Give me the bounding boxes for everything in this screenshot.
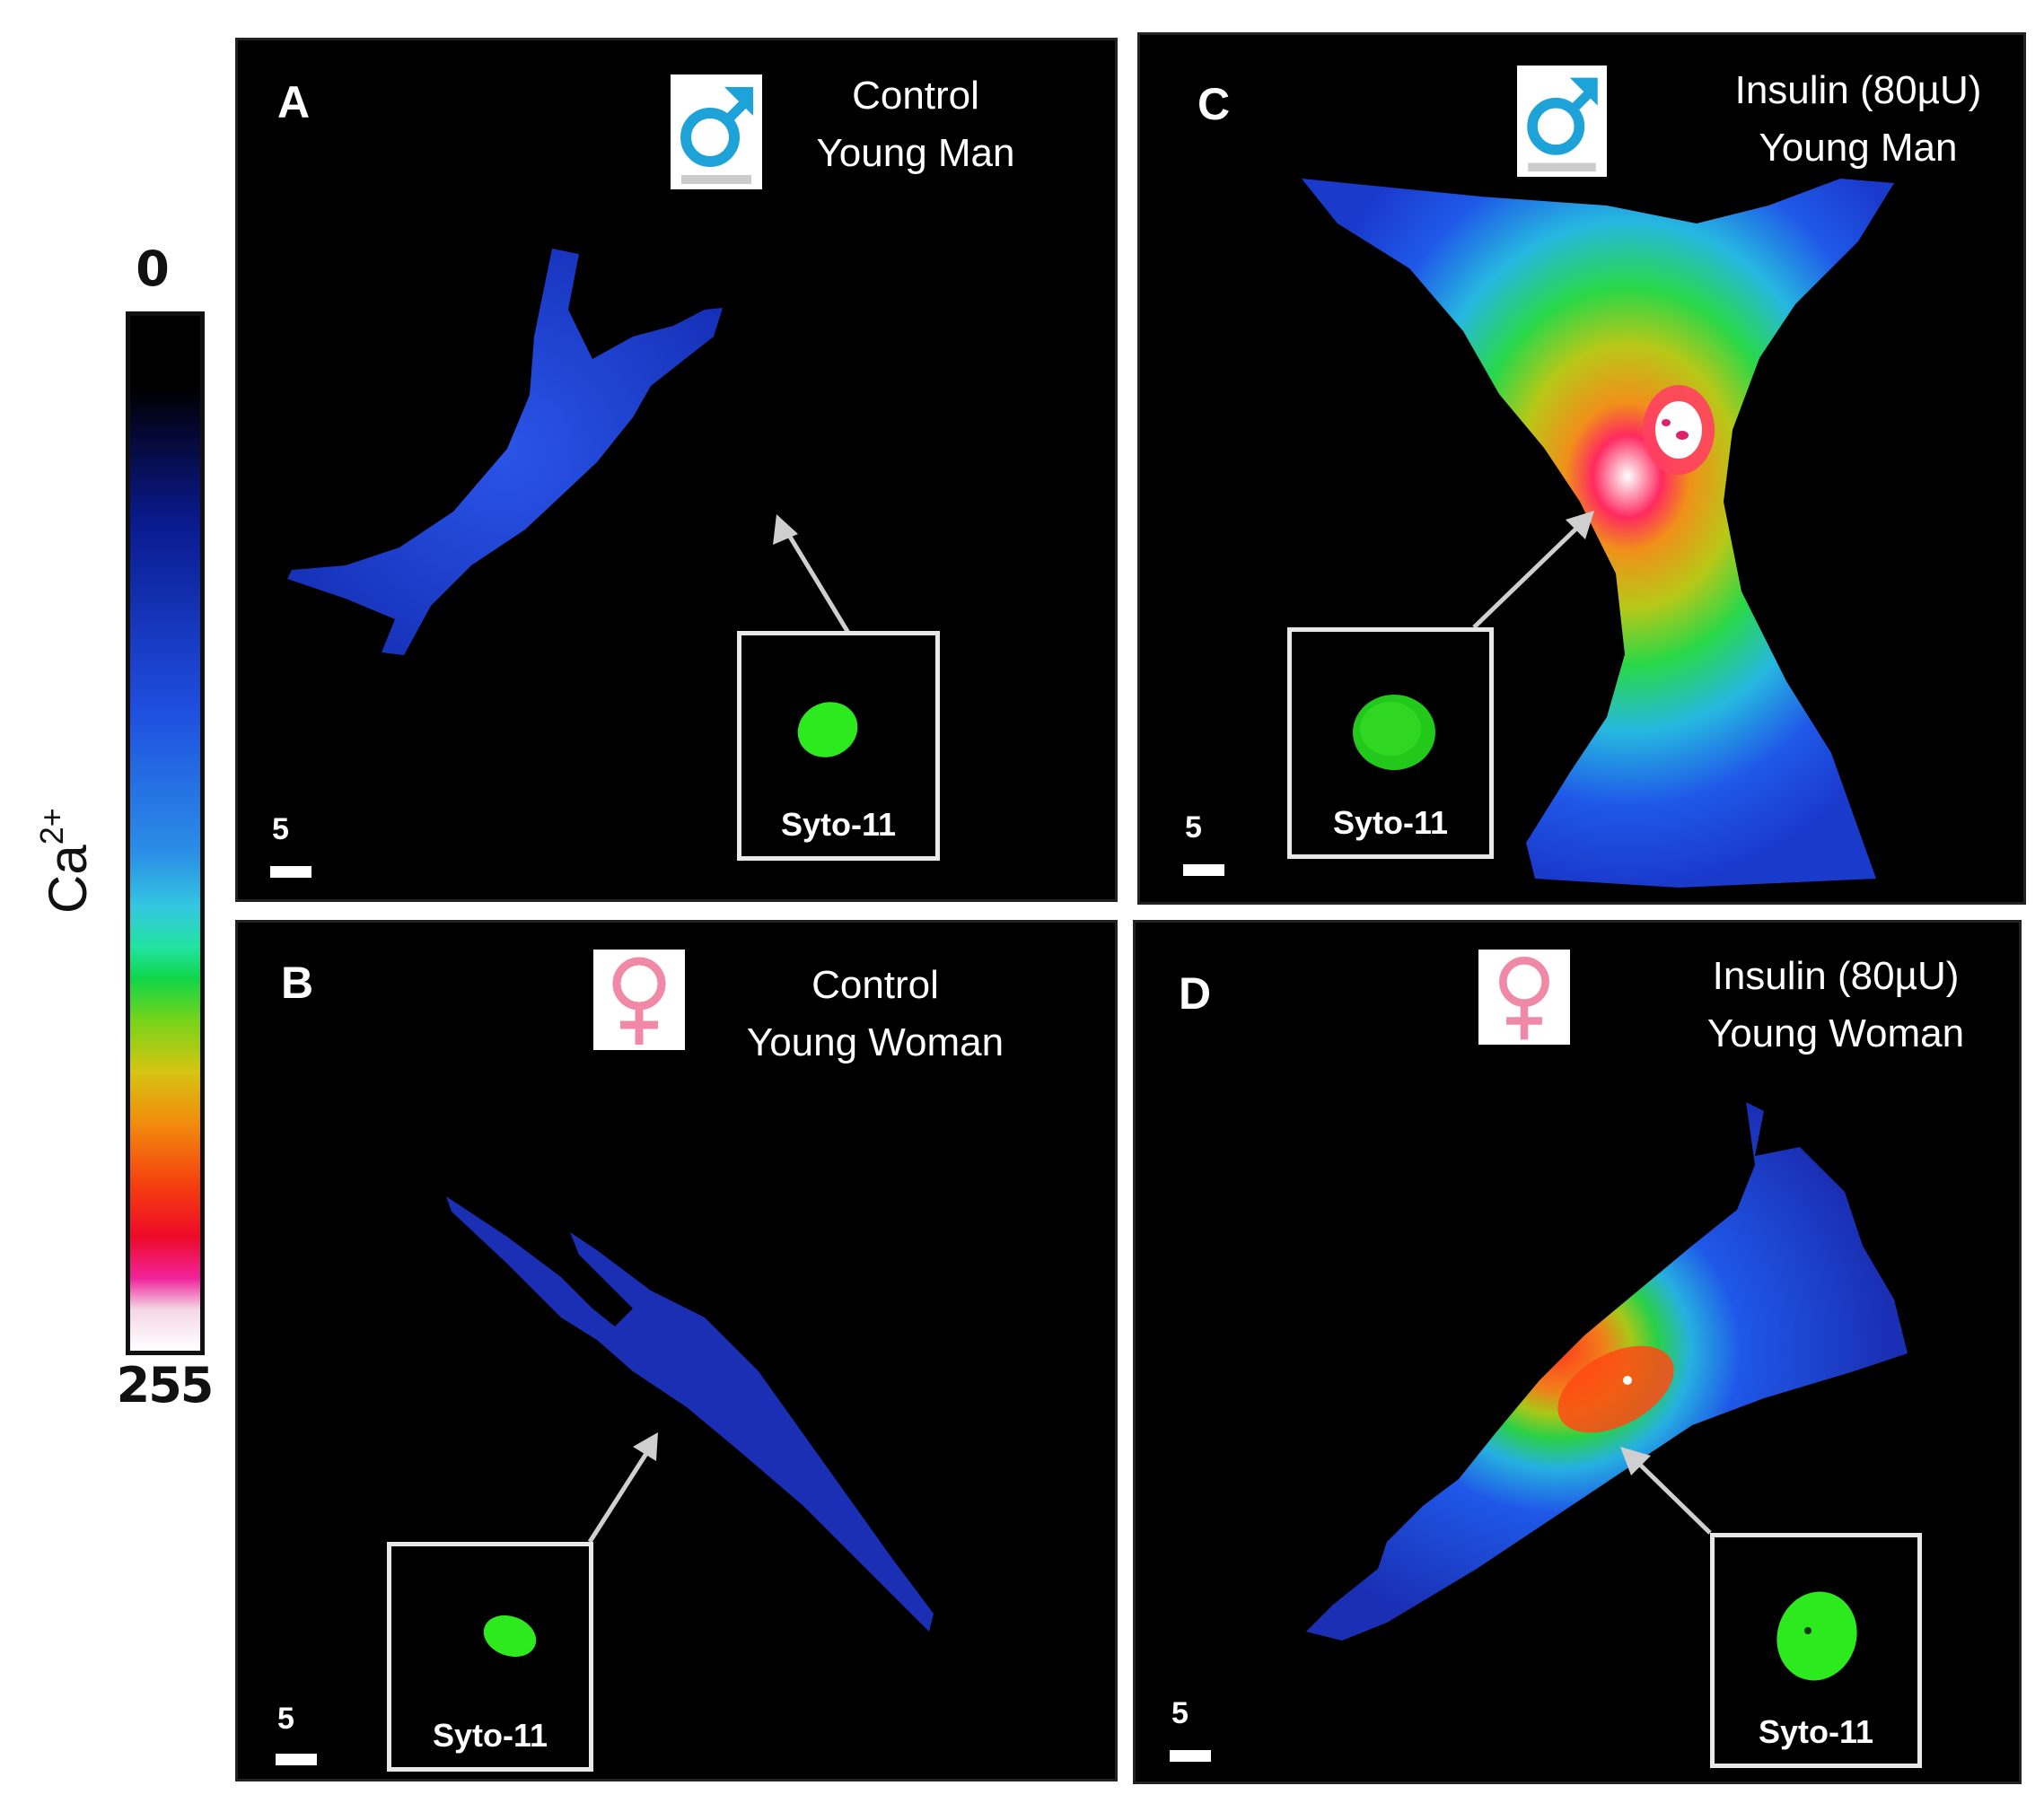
scale-bar-label: 5 [1185, 810, 1202, 845]
nucleus-image [797, 702, 858, 757]
scale-bar-label: 5 [272, 812, 289, 846]
syto-11-inset: Syto-11 [737, 631, 940, 861]
symbol-box [593, 950, 685, 1050]
panel-letter: C [1197, 79, 1231, 129]
inset-label: Syto-11 [1758, 1713, 1874, 1750]
panel-letter: D [1179, 968, 1212, 1019]
calcium-axis-label: Ca2+ [33, 808, 98, 914]
scale-max-label: 255 [116, 1357, 215, 1414]
scale-min-label: 0 [136, 241, 170, 297]
cell-image-c [1302, 179, 1894, 888]
scale-bar [276, 1754, 317, 1765]
syto-11-inset: Syto-11 [1287, 627, 1494, 859]
cell-image-d [1306, 1102, 1908, 1641]
symbol-box [1478, 950, 1570, 1045]
scale-bar-label: 5 [277, 1702, 294, 1736]
inset-label: Syto-11 [780, 806, 897, 843]
scale-bar [270, 866, 311, 878]
nucleus-image [483, 1615, 537, 1658]
syto-11-inset: Syto-11 [1710, 1533, 1922, 1768]
arrow-icon [1620, 1447, 1712, 1535]
arrow-icon [773, 514, 851, 635]
scale-bar [1183, 864, 1224, 876]
cell-image-a [287, 249, 723, 655]
condition-label: Insulin (80µU) Young Man [1734, 68, 1982, 170]
arrow-icon [587, 1432, 658, 1544]
calcium-color-scale [126, 311, 205, 1355]
scale-bar [1170, 1750, 1211, 1762]
panel-letter: B [281, 958, 314, 1008]
panel-b: B Control Young Woman Syto-11 5 [235, 920, 1118, 1781]
female-symbol-icon [612, 957, 666, 1045]
condition-label: Control Young Woman [746, 963, 1004, 1064]
panel-a: A Control Young Man Syto-11 5 [235, 38, 1118, 902]
symbol-box [671, 74, 762, 189]
arrow-icon [1472, 511, 1594, 629]
female-symbol-icon [1499, 957, 1549, 1040]
condition-label: Control Young Man [816, 74, 1015, 175]
panel-c: C Insulin (80µU) Young Man Syto-11 5 [1137, 32, 2026, 905]
panel-letter: A [277, 77, 311, 127]
panel-d: D Insulin (80µU) Young Woman Syto-11 5 [1133, 920, 2022, 1784]
nucleus-image [1353, 695, 1435, 770]
cell-image-b [446, 1196, 934, 1632]
male-symbol-icon [1527, 77, 1598, 172]
condition-label: Insulin (80µU) Young Woman [1706, 954, 1965, 1055]
svg-text:Ca2+: Ca2+ [33, 808, 98, 914]
symbol-box [1517, 66, 1607, 177]
nucleus-image [1776, 1591, 1857, 1681]
scale-bar-label: 5 [1171, 1696, 1189, 1730]
male-symbol-icon [680, 87, 753, 184]
inset-label: Syto-11 [432, 1717, 548, 1754]
inset-label: Syto-11 [1332, 804, 1449, 841]
syto-11-inset: Syto-11 [387, 1542, 593, 1772]
